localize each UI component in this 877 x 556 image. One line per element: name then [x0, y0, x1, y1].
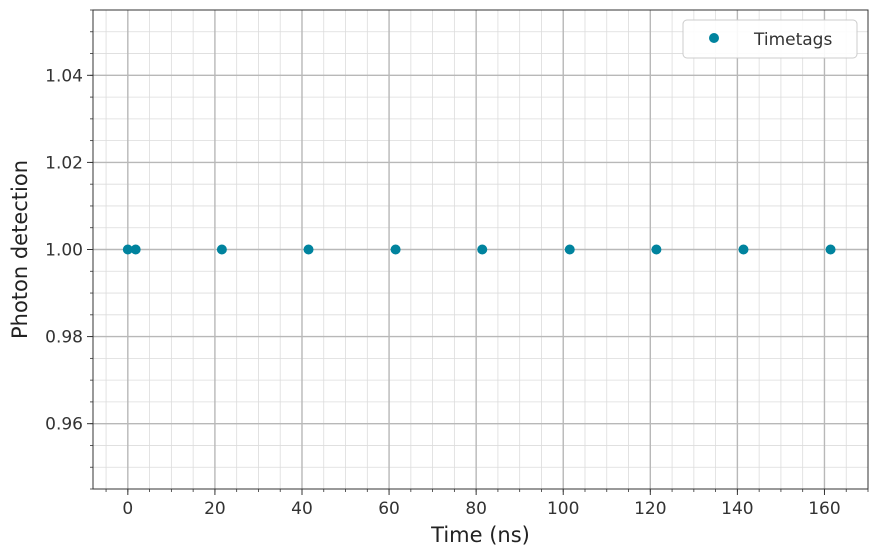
y-tick-label: 0.96	[45, 415, 83, 435]
data-point	[477, 244, 488, 255]
y-axis-label: Photon detection	[8, 160, 32, 339]
legend-label-timetags: Timetags	[753, 30, 832, 50]
data-point	[564, 244, 575, 255]
data-point	[122, 244, 133, 255]
data-points	[122, 244, 836, 255]
y-tick-label: 0.98	[45, 328, 83, 348]
y-tick-label: 1.04	[45, 66, 83, 86]
legend-box	[682, 19, 858, 59]
x-tick-label: 80	[465, 499, 487, 519]
legend: Timetags	[682, 19, 858, 59]
axis-ticks	[87, 9, 869, 495]
data-point	[130, 244, 141, 255]
y-tick-label: 1.00	[45, 241, 83, 261]
x-tick-label: 120	[634, 499, 666, 519]
x-tick-label: 160	[808, 499, 840, 519]
x-tick-label: 0	[122, 499, 133, 519]
y-tick-labels: 0.96 0.98 1.00 1.02 1.04	[45, 66, 83, 434]
y-tick-label: 1.02	[45, 153, 83, 173]
legend-marker	[709, 33, 719, 43]
x-tick-label: 20	[204, 499, 226, 519]
data-point	[825, 244, 836, 255]
x-tick-label: 100	[547, 499, 579, 519]
x-tick-label: 40	[291, 499, 313, 519]
x-axis-label: Time (ns)	[430, 523, 530, 547]
x-tick-labels: 0 20 40 60 80 100 120 140 160	[122, 499, 840, 519]
plot-frame	[92, 9, 869, 490]
data-point	[303, 244, 314, 255]
data-point	[738, 244, 749, 255]
data-point	[390, 244, 401, 255]
data-point	[216, 244, 227, 255]
x-tick-label: 140	[721, 499, 753, 519]
x-tick-label: 60	[378, 499, 400, 519]
data-point	[651, 244, 662, 255]
